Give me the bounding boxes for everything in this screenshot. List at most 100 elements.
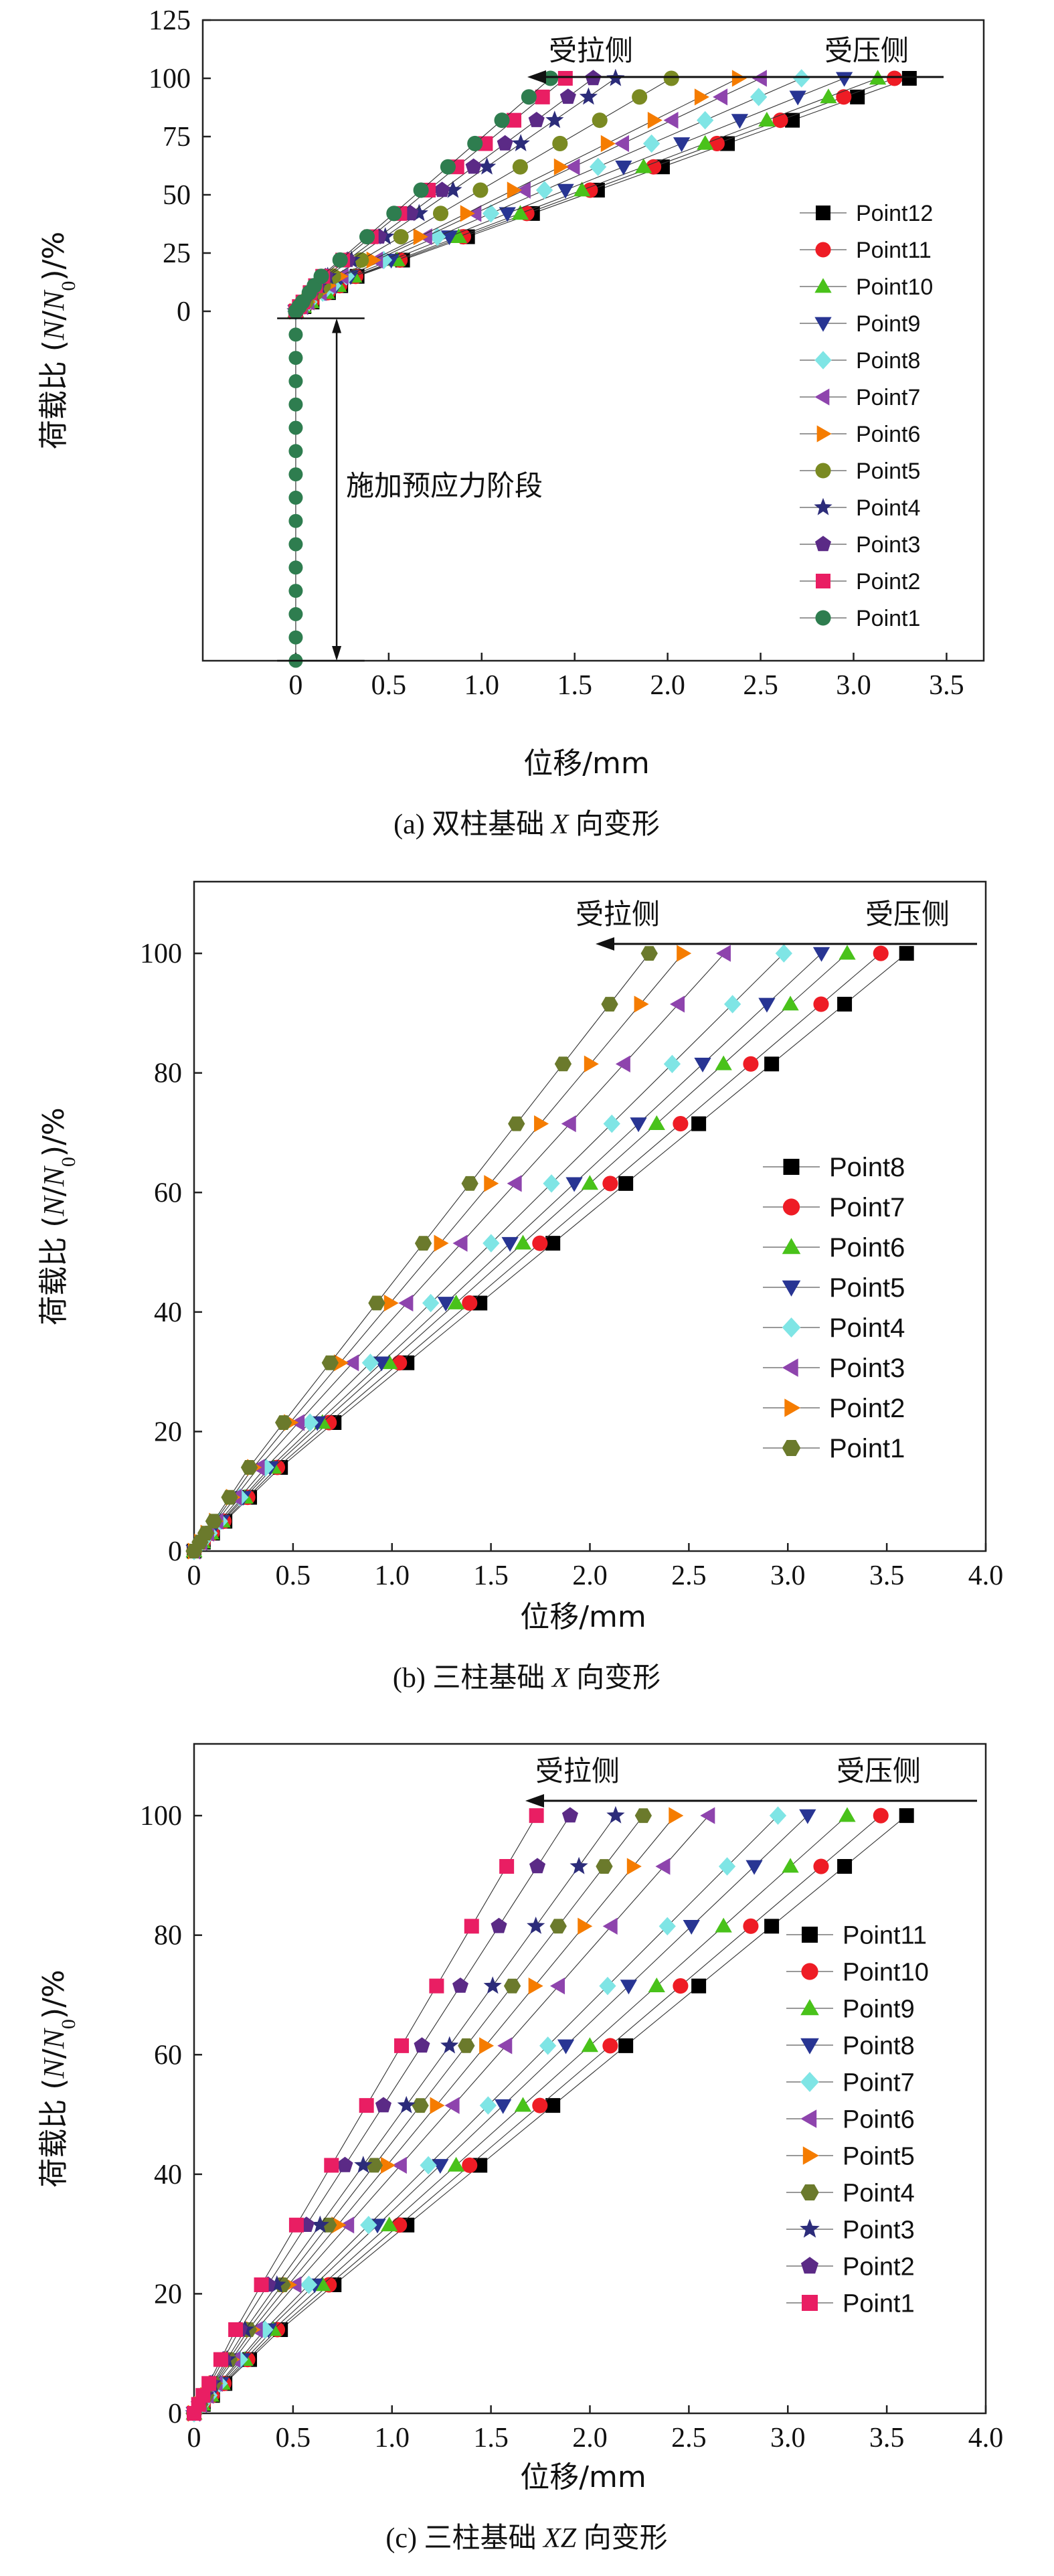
data-point <box>472 182 489 198</box>
data-point <box>813 996 829 1012</box>
data-point <box>501 1236 519 1252</box>
data-point <box>461 1176 478 1191</box>
data-point <box>440 230 458 246</box>
data-point <box>452 1234 468 1252</box>
data-point <box>467 135 483 151</box>
prestress-group: 施加预应力阶段 <box>277 317 543 668</box>
prestress-label: 施加预应力阶段 <box>346 469 543 502</box>
caption-part: (b) 三柱基础 <box>393 1663 552 1694</box>
x-tick-label: 0.5 <box>371 670 407 701</box>
data-point <box>383 1294 399 1312</box>
y-axis-title-part: N <box>37 289 70 311</box>
legend-label: Point7 <box>843 2069 915 2097</box>
data-point <box>569 1856 588 1874</box>
data-point <box>600 135 616 153</box>
data-point <box>432 206 449 222</box>
y-tick-label: 60 <box>154 2040 182 2071</box>
data-point <box>620 1980 638 1995</box>
data-point <box>618 2038 634 2053</box>
data-point <box>709 135 725 151</box>
prestress-point <box>288 467 303 482</box>
data-point <box>503 1978 521 1994</box>
data-point <box>683 1919 700 1935</box>
x-tick-label: 1.0 <box>375 1560 410 1591</box>
data-point <box>339 2217 355 2234</box>
data-point <box>873 1807 889 1824</box>
legend-marker <box>802 2295 818 2311</box>
y-tick-label: 0 <box>177 297 191 327</box>
data-point <box>632 89 648 105</box>
data-point <box>398 1294 414 1312</box>
data-point <box>663 70 679 86</box>
prestress-arrow-head-down <box>332 646 342 661</box>
data-point <box>764 1919 780 1934</box>
data-point <box>663 1054 681 1074</box>
data-point <box>553 158 569 175</box>
data-point <box>386 206 402 222</box>
x-tick-label: 4.0 <box>968 1560 1004 1591</box>
legend-marker <box>814 317 832 332</box>
data-point <box>311 2215 329 2233</box>
data-point <box>554 1056 572 1072</box>
x-tick-label: 2.0 <box>572 2423 608 2453</box>
data-point <box>497 135 513 151</box>
legend-label: Point12 <box>856 201 933 226</box>
chart-panel-c: 0 0.5 1.0 1.5 2.0 2.5 3.0 3.5 4.0 0 20 40 60 80 100 位移/… <box>0 1714 1054 2576</box>
data-point <box>373 1356 390 1372</box>
chart-panel-a: 0 0.5 1.0 1.5 2.0 2.5 3.0 3.5 0 25 50 75 100 125 位移/mm… <box>0 0 1054 857</box>
x-tick-label: 3.5 <box>929 670 964 701</box>
legend-label: Point4 <box>856 495 920 521</box>
data-point <box>360 2216 377 2235</box>
series-group <box>185 944 914 1560</box>
data-point <box>507 1175 522 1192</box>
data-point <box>482 204 500 223</box>
x-axis-title: 位移/mm <box>520 2460 646 2494</box>
prestress-point <box>288 537 303 552</box>
data-point <box>630 1117 647 1133</box>
legend-marker <box>782 1317 801 1338</box>
data-point <box>221 1490 238 1505</box>
data-point <box>565 1177 583 1192</box>
data-point <box>511 205 529 220</box>
data-point <box>333 1354 349 1372</box>
legend-label: Point3 <box>829 1354 905 1383</box>
data-point <box>626 1858 642 1875</box>
data-point <box>288 2217 304 2233</box>
data-point <box>837 1859 853 1874</box>
data-point <box>658 1917 676 1936</box>
series-group <box>286 68 917 321</box>
data-point <box>601 997 618 1012</box>
data-point <box>508 1116 525 1131</box>
data-point <box>332 252 348 268</box>
y-axis-title-part: N <box>37 319 70 341</box>
data-point <box>462 1295 478 1311</box>
data-point <box>635 158 652 173</box>
data-point <box>836 89 852 105</box>
x-axis-title: 位移/mm <box>520 1600 646 1634</box>
prestress-point <box>288 630 303 645</box>
legend-marker <box>815 610 831 626</box>
x-tick-label: 2.0 <box>572 1560 608 1591</box>
direction-arrow-head <box>525 1794 544 1807</box>
data-point <box>314 2276 331 2291</box>
data-point <box>381 1354 398 1370</box>
data-point <box>599 1976 616 1996</box>
data-point <box>552 135 568 151</box>
data-point <box>697 135 714 150</box>
data-point <box>410 204 428 222</box>
legend-label: Point7 <box>856 385 920 410</box>
legend-marker <box>783 1159 800 1175</box>
legend-label: Point8 <box>829 1153 905 1182</box>
figure-caption: (a) 双柱基础 X 向变形 <box>393 809 660 840</box>
x-tick-label: 1.5 <box>473 2423 509 2453</box>
data-point <box>465 158 482 174</box>
data-point <box>397 2095 416 2113</box>
data-point <box>337 2156 353 2172</box>
data-point <box>820 88 837 104</box>
data-point <box>793 69 810 88</box>
prestress-point <box>288 607 303 621</box>
data-point <box>614 135 629 153</box>
legend-label: Point6 <box>843 2105 915 2134</box>
data-point <box>640 946 658 961</box>
data-point <box>618 1176 634 1191</box>
